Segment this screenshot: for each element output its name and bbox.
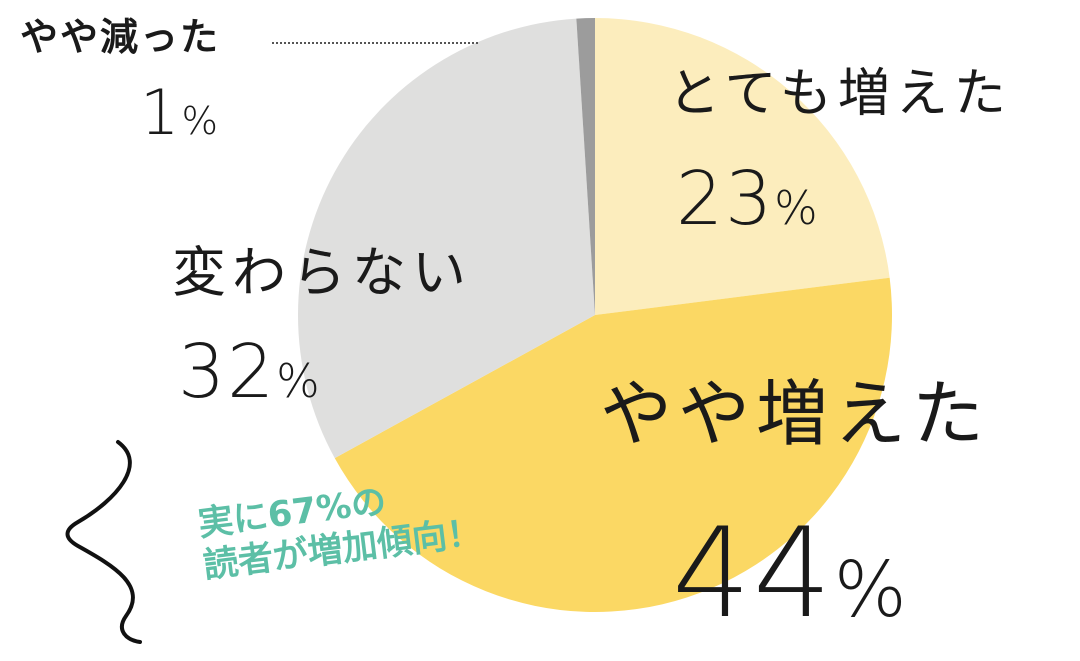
slice-value-slightly-increased-number: 44 bbox=[672, 502, 834, 646]
percent-sign: % bbox=[833, 546, 907, 635]
pie-slice-slightly-decreased bbox=[576, 18, 595, 315]
pie-slice-slightly-increased bbox=[334, 277, 892, 612]
squiggle-brace-icon bbox=[65, 440, 142, 644]
slice-label-slightly-decreased: やや減った bbox=[20, 15, 221, 59]
slice-value-slightly-decreased: 1% bbox=[140, 82, 218, 144]
slice-label-no-change: 変わらない bbox=[172, 241, 472, 304]
slice-value-much-increased: 23% bbox=[676, 162, 818, 236]
slice-value-slightly-decreased-number: 1 bbox=[140, 76, 182, 149]
slice-value-no-change: 32% bbox=[178, 335, 320, 409]
pie-slice-much-increased bbox=[595, 18, 890, 315]
percent-sign: % bbox=[276, 354, 320, 408]
slice-label-much-increased: とても増えた bbox=[668, 64, 1012, 124]
leader-line bbox=[272, 42, 478, 44]
percent-sign: % bbox=[774, 181, 818, 235]
percent-sign: % bbox=[181, 99, 218, 144]
slice-value-much-increased-number: 23 bbox=[676, 156, 775, 242]
slice-value-slightly-increased: 44% bbox=[672, 512, 907, 636]
slice-label-slightly-increased: やや増えた bbox=[600, 372, 991, 456]
pie-slice-no-change bbox=[298, 18, 595, 459]
slice-value-no-change-number: 32 bbox=[178, 329, 277, 415]
